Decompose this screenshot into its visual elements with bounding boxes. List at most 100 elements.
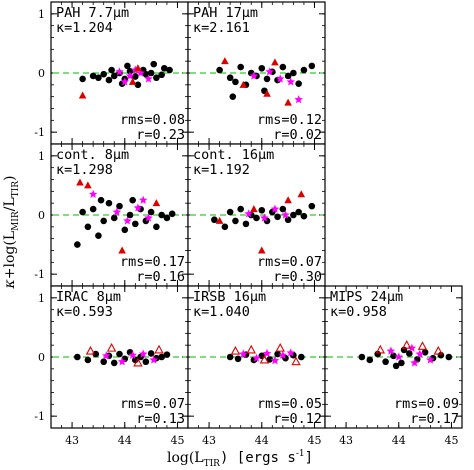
x-tick-label: 44 xyxy=(118,434,132,447)
data-point-circle xyxy=(110,72,118,80)
data-point-star xyxy=(88,189,98,198)
data-point-circle xyxy=(110,214,118,222)
data-point-circle xyxy=(279,205,287,213)
data-point-star xyxy=(138,349,148,358)
data-point-star xyxy=(415,349,425,358)
data-point-circle xyxy=(142,70,150,78)
panel-rms: rms=0.07 xyxy=(120,396,185,412)
data-point-star xyxy=(281,210,290,219)
data-point-circle xyxy=(110,359,118,367)
data-point-star xyxy=(394,352,403,361)
y-tick-label: -1 xyxy=(34,268,45,281)
y-label-log: +log(L xyxy=(2,231,18,279)
data-point-circle xyxy=(84,356,92,364)
data-point-circle xyxy=(382,358,389,366)
data-point-triangle-open xyxy=(291,356,301,366)
data-point-circle xyxy=(84,223,92,231)
data-point-circle xyxy=(100,217,107,225)
data-point-triangle xyxy=(76,178,84,186)
y-axis-label: κ+log(LMIR/LTIR) xyxy=(2,176,21,290)
data-point-star xyxy=(125,71,135,80)
data-point-triangle xyxy=(152,199,161,207)
data-point-triangle-open xyxy=(106,342,117,352)
data-point-triangle-open xyxy=(230,345,241,355)
y-tick-label: 0 xyxy=(38,209,45,222)
data-point-star xyxy=(128,350,137,359)
data-point-triangle-open xyxy=(259,354,270,364)
panel-kappa: κ=0.593 xyxy=(56,304,113,320)
data-point-triangle xyxy=(118,246,126,254)
data-point-circle xyxy=(290,69,297,77)
panel-title: cont. 8μm xyxy=(56,147,129,163)
data-point-triangle xyxy=(284,196,292,204)
data-point-circle xyxy=(266,356,273,363)
data-point-circle xyxy=(142,358,150,366)
data-point-triangle xyxy=(239,80,248,88)
data-point-star xyxy=(265,67,274,76)
data-point-circle xyxy=(421,348,429,356)
data-point-circle xyxy=(308,202,316,210)
panel-r: r=0.17 xyxy=(410,411,459,427)
data-point-circle xyxy=(124,62,131,70)
data-point-triangle-open xyxy=(275,342,285,352)
data-point-triangle-open xyxy=(433,345,444,355)
x-tick-label: 44 xyxy=(392,434,406,447)
data-point-star xyxy=(386,346,396,355)
y-tick-label: 1 xyxy=(38,8,45,21)
data-point-circle xyxy=(79,75,86,83)
panel-rms: rms=0.12 xyxy=(257,112,322,128)
panel-title: cont. 16μm xyxy=(193,147,274,163)
data-point-star xyxy=(120,77,129,86)
data-point-circle xyxy=(89,72,97,80)
data-point-circle xyxy=(147,69,155,77)
data-point-circle xyxy=(95,232,102,240)
data-point-circle xyxy=(95,74,102,82)
data-point-circle xyxy=(132,220,139,228)
y-label-kappa: κ xyxy=(2,279,18,289)
panel-title: MIPS 24μm xyxy=(330,289,403,305)
data-point-circle xyxy=(108,66,115,74)
data-point-triangle xyxy=(221,57,229,65)
data-point-circle xyxy=(116,202,123,210)
data-point-star xyxy=(149,355,158,364)
data-point-star xyxy=(286,348,295,357)
panel-title: PAH 17μm xyxy=(193,5,258,21)
panel-r: r=0.13 xyxy=(136,411,185,427)
data-point-circle xyxy=(221,223,229,231)
data-point-circle xyxy=(126,67,134,75)
data-point-circle xyxy=(232,217,239,225)
x-tick-label: 45 xyxy=(170,434,184,447)
data-point-star xyxy=(410,358,419,367)
data-point-circle xyxy=(116,350,123,358)
panel-title: IRSB 16μm xyxy=(193,289,266,305)
panel-r: r=0.16 xyxy=(136,269,185,285)
panel-rms: rms=0.08 xyxy=(120,112,185,128)
data-point-circle xyxy=(366,356,374,364)
data-point-circle xyxy=(158,353,165,361)
data-point-circle xyxy=(74,241,81,248)
data-point-circle xyxy=(160,64,168,72)
data-point-star xyxy=(133,203,143,212)
data-point-triangle-open xyxy=(375,344,386,354)
data-point-triangle xyxy=(215,216,224,224)
data-point-circle xyxy=(74,353,81,361)
data-point-circle xyxy=(166,66,173,74)
data-point-circle xyxy=(226,74,234,82)
data-point-triangle-open xyxy=(401,340,412,349)
data-point-star xyxy=(260,213,269,222)
data-point-circle xyxy=(237,63,244,71)
data-point-circle xyxy=(284,216,292,224)
x-axis-label: log(LTIR) [ergs s-1] xyxy=(167,449,313,469)
data-point-circle xyxy=(147,208,155,216)
data-point-triangle xyxy=(84,181,92,189)
data-point-star xyxy=(275,74,285,83)
x-tick-label: 45 xyxy=(444,434,458,447)
data-point-circle xyxy=(153,74,160,82)
data-point-circle xyxy=(400,346,408,354)
data-point-circle xyxy=(89,205,97,213)
x-tick-label: 43 xyxy=(202,434,216,447)
x-label-sup: -1 xyxy=(296,449,305,459)
